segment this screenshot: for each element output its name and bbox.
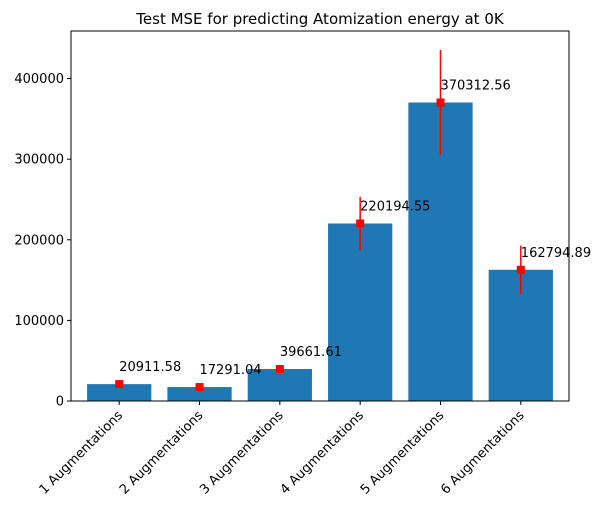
data-label: 17291.04 [200, 363, 262, 378]
bar [167, 387, 232, 401]
x-tick-label: 6 Augmentations [438, 408, 528, 498]
x-tick-label: 1 Augmentations [37, 408, 127, 498]
mean-marker [516, 265, 525, 274]
markers-group [115, 98, 525, 392]
data-label: 220194.55 [360, 200, 430, 215]
mean-marker [195, 383, 204, 392]
bar [328, 223, 393, 401]
x-tick-label: 4 Augmentations [278, 408, 368, 498]
data-label: 162794.89 [521, 246, 591, 261]
mean-marker [356, 219, 365, 228]
x-tick-label: 5 Augmentations [358, 408, 448, 498]
x-tick-label: 3 Augmentations [197, 408, 287, 498]
y-tick-label: 300000 [14, 153, 64, 168]
mean-marker [275, 365, 284, 374]
y-tick-label: 100000 [14, 314, 64, 329]
y-tick-label: 400000 [14, 72, 64, 87]
y-tick-label: 0 [56, 395, 64, 410]
chart-title: Test MSE for predicting Atomization ener… [135, 10, 505, 28]
value-labels-group: 20911.58 17291.04 39661.61 220194.55 370312.… [119, 78, 591, 378]
plot-frame [70, 30, 570, 402]
y-axis: 0 100000 200000 300000 400000 [14, 72, 71, 410]
bar [247, 369, 312, 401]
x-tick-label: 2 Augmentations [117, 408, 207, 498]
y-tick-label: 200000 [14, 233, 64, 248]
data-label: 20911.58 [119, 360, 181, 375]
data-label: 39661.61 [280, 345, 342, 360]
mean-marker [436, 98, 445, 107]
mean-marker [115, 380, 124, 389]
bar [87, 384, 152, 401]
data-label: 370312.56 [440, 78, 510, 93]
